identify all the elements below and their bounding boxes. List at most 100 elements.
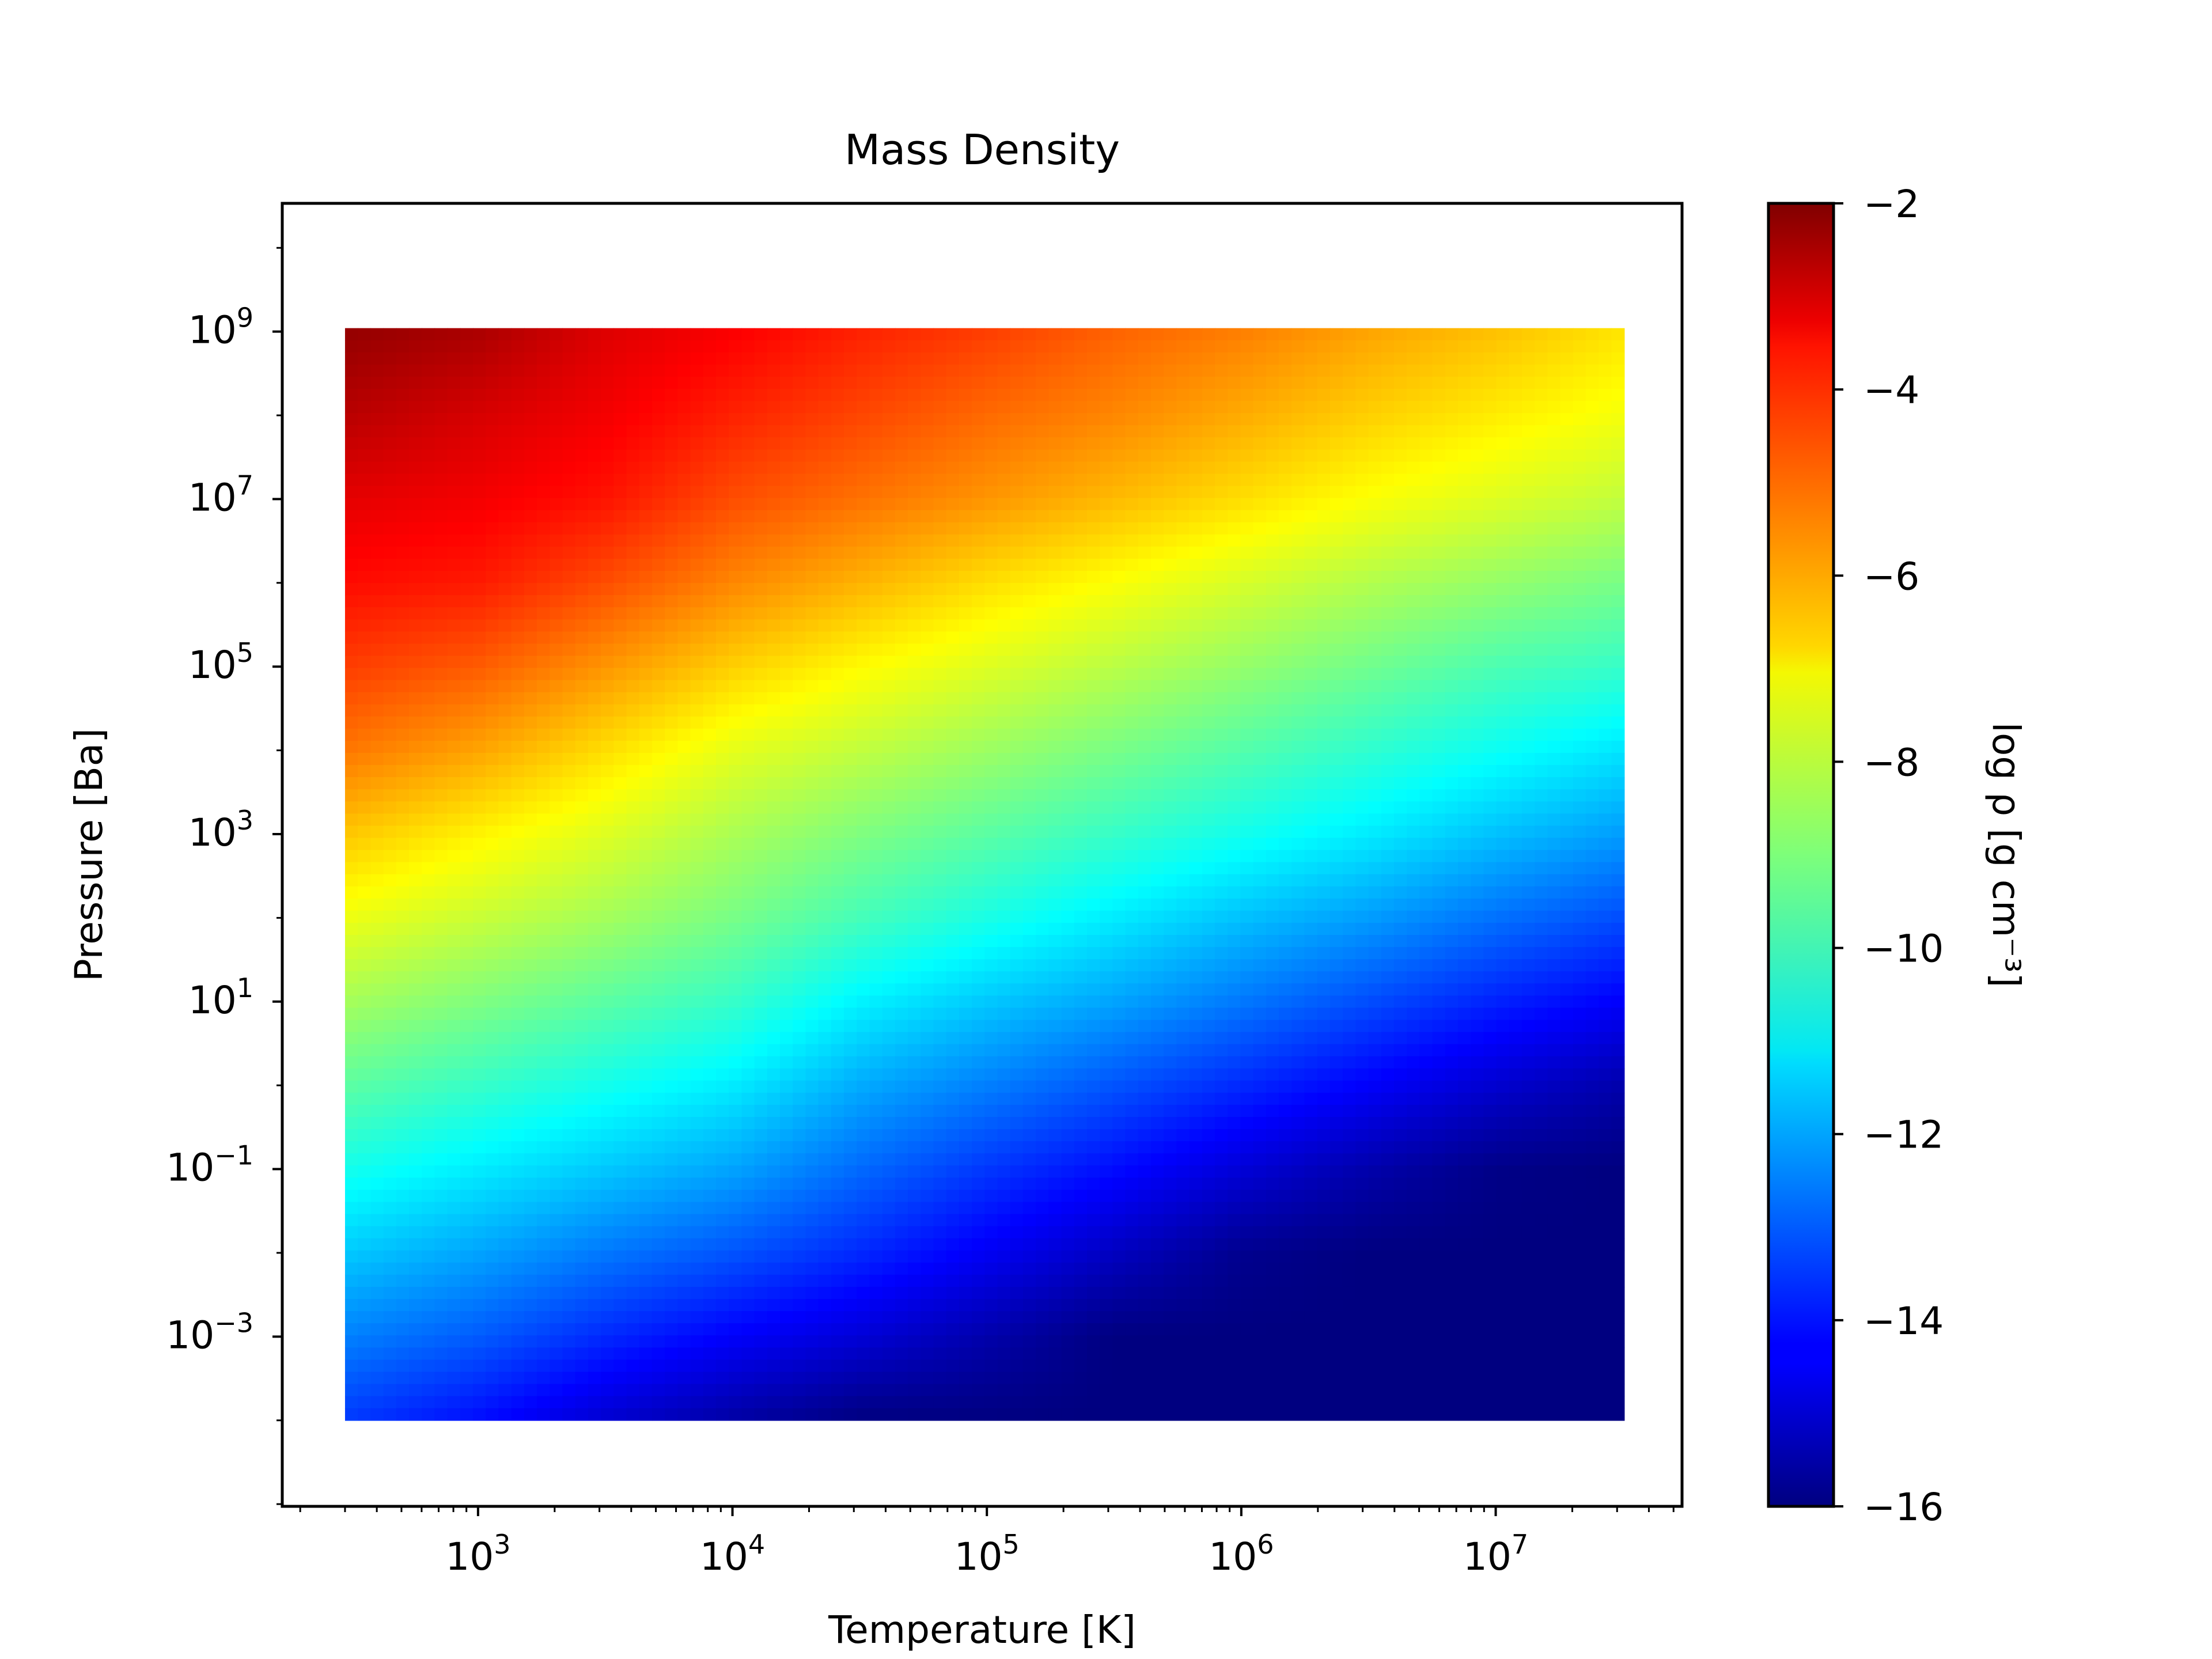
heatmap-cell	[1100, 570, 1113, 584]
heatmap-cell	[460, 668, 474, 681]
heatmap-cell	[1279, 437, 1293, 450]
heatmap-cell	[1112, 825, 1126, 839]
heatmap-cell	[1535, 474, 1548, 487]
heatmap-cell	[1509, 692, 1522, 705]
heatmap-cell	[793, 838, 806, 851]
heatmap-cell	[1509, 546, 1522, 559]
heatmap-cell	[1112, 486, 1126, 499]
heatmap-cell	[550, 680, 563, 693]
heatmap-cell	[1279, 461, 1293, 475]
heatmap-cell	[1010, 522, 1024, 535]
heatmap-cell	[447, 886, 461, 899]
heatmap-cell	[1112, 643, 1126, 657]
heatmap-cell	[383, 922, 397, 935]
heatmap-cell	[857, 728, 870, 741]
heatmap-cell	[1457, 765, 1471, 778]
heatmap-cell	[741, 522, 755, 535]
heatmap-cell	[1266, 461, 1279, 475]
heatmap-cell	[626, 668, 640, 681]
heatmap-cell	[1176, 534, 1190, 547]
heatmap-cell	[1599, 631, 1612, 645]
heatmap-cell	[1240, 922, 1254, 935]
heatmap-cell	[882, 328, 896, 341]
heatmap-cell	[1521, 401, 1535, 414]
heatmap-cell	[1164, 765, 1177, 778]
heatmap-cell	[639, 328, 653, 341]
heatmap-cell	[1022, 619, 1036, 632]
heatmap-cell	[1215, 728, 1229, 741]
heatmap-cell	[933, 789, 947, 802]
heatmap-cell	[959, 461, 972, 475]
heatmap-cell	[1368, 680, 1382, 693]
heatmap-cell	[575, 801, 589, 815]
heatmap-cell	[665, 595, 679, 608]
heatmap-cell	[1189, 425, 1203, 438]
heatmap-cell	[1138, 728, 1152, 741]
heatmap-cell	[1547, 352, 1561, 365]
heatmap-cell	[677, 838, 691, 851]
heatmap-cell	[537, 534, 551, 547]
heatmap-cell	[729, 595, 743, 608]
heatmap-cell	[831, 558, 844, 571]
heatmap-cell	[1496, 643, 1510, 657]
heatmap-cell	[844, 619, 858, 632]
heatmap-cell	[946, 643, 960, 657]
heatmap-cell	[1317, 886, 1331, 899]
heatmap-cell	[844, 789, 858, 802]
heatmap-cell	[869, 546, 883, 559]
heatmap-cell	[1048, 728, 1062, 741]
heatmap-cell	[921, 352, 934, 365]
heatmap-cell	[1471, 413, 1484, 426]
heatmap-cell	[1573, 340, 1586, 353]
heatmap-cell	[754, 619, 768, 632]
heatmap-cell	[946, 619, 960, 632]
heatmap-cell	[1586, 449, 1600, 463]
heatmap-cell	[665, 825, 679, 839]
heatmap-cell	[959, 838, 972, 851]
heatmap-cell	[1150, 437, 1164, 450]
heatmap-cell	[857, 425, 870, 438]
heatmap-cell	[703, 449, 717, 463]
heatmap-cell	[1445, 595, 1459, 608]
heatmap-cell	[370, 825, 384, 839]
heatmap-cell	[1547, 364, 1561, 377]
heatmap-cell	[383, 753, 397, 766]
heatmap-cell	[1586, 753, 1600, 766]
heatmap-cell	[498, 388, 512, 402]
heatmap-cell	[1010, 801, 1024, 815]
heatmap-cell	[1279, 401, 1293, 414]
heatmap-cell	[1100, 898, 1113, 911]
heatmap-cell	[626, 753, 640, 766]
heatmap-cell	[1125, 801, 1139, 815]
heatmap-cell	[383, 328, 397, 341]
heatmap-cell	[1407, 631, 1421, 645]
heatmap-cell	[575, 740, 589, 753]
heatmap-cell	[984, 449, 998, 463]
heatmap-cell	[639, 449, 653, 463]
heatmap-cell	[933, 534, 947, 547]
heatmap-cell	[779, 534, 793, 547]
heatmap-cell	[1330, 801, 1343, 815]
heatmap-cell	[562, 668, 576, 681]
heatmap-cell	[1202, 874, 1215, 887]
heatmap-cell	[1419, 364, 1433, 377]
heatmap-cell	[1074, 753, 1088, 766]
heatmap-cell	[486, 765, 499, 778]
heatmap-cell	[1240, 364, 1254, 377]
heatmap-cell	[1086, 595, 1100, 608]
heatmap-cell	[1509, 558, 1522, 571]
heatmap-cell	[1586, 510, 1600, 523]
heatmap-cell	[473, 838, 487, 851]
heatmap-cell	[601, 558, 615, 571]
heatmap-cell	[524, 631, 537, 645]
heatmap-cell	[857, 740, 870, 753]
heatmap-cell	[1176, 486, 1190, 499]
heatmap-cell	[1535, 401, 1548, 414]
heatmap-cell	[869, 631, 883, 645]
heatmap-cell	[1266, 789, 1279, 802]
heatmap-cell	[588, 753, 601, 766]
heatmap-cell	[460, 461, 474, 475]
heatmap-cell	[1471, 753, 1484, 766]
heatmap-cell	[1471, 704, 1484, 717]
heatmap-cell	[1266, 425, 1279, 438]
